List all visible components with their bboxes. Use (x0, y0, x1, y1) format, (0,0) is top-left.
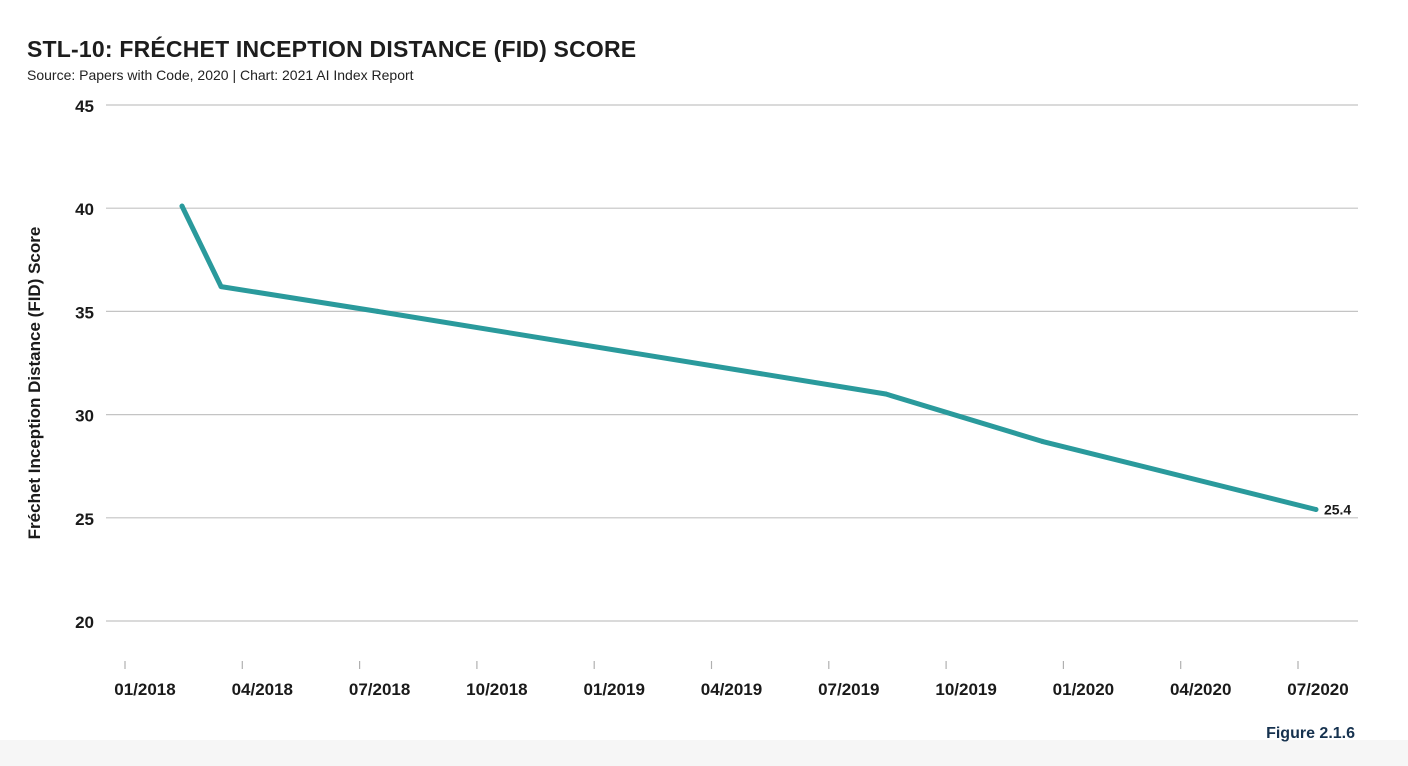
data-point (1039, 438, 1045, 444)
x-tick-label: 01/2019 (583, 680, 644, 699)
x-tick-label: 10/2019 (935, 680, 996, 699)
y-axis-label: Fréchet Inception Distance (FID) Score (25, 227, 44, 540)
x-tick-label: 07/2018 (349, 680, 410, 699)
data-point (218, 284, 224, 290)
line-chart: 20 25 30 35 40 45 01/2018 04/2018 07/2018 10/2018… (25, 97, 1358, 699)
footer-band (0, 740, 1408, 766)
y-tick-label: 20 (75, 613, 94, 632)
figure-label: Figure 2.1.6 (1266, 725, 1355, 742)
data-point (883, 391, 889, 397)
chart-title: STL-10: FRÉCHET INCEPTION DISTANCE (FID)… (27, 36, 637, 62)
y-tick-label: 45 (75, 97, 94, 116)
data-point (375, 308, 381, 314)
x-tick-label: 07/2020 (1287, 680, 1348, 699)
x-tick-label: 10/2018 (466, 680, 527, 699)
x-tick-label: 01/2020 (1053, 680, 1114, 699)
y-tick-label: 35 (75, 303, 94, 322)
x-tick-label: 01/2018 (114, 680, 175, 699)
y-tick-label: 25 (75, 510, 94, 529)
x-tick-label: 07/2019 (818, 680, 879, 699)
x-tick-label: 04/2020 (1170, 680, 1231, 699)
data-point (1313, 507, 1319, 513)
y-tick-label: 40 (75, 200, 94, 219)
data-point (179, 203, 185, 209)
x-tick-label: 04/2018 (232, 680, 293, 699)
x-tick-label: 04/2019 (701, 680, 762, 699)
y-tick-label: 30 (75, 407, 94, 426)
data-label: 25.4 (1324, 502, 1351, 518)
series-line (179, 203, 1319, 512)
chart-subtitle: Source: Papers with Code, 2020 | Chart: … (27, 67, 414, 83)
